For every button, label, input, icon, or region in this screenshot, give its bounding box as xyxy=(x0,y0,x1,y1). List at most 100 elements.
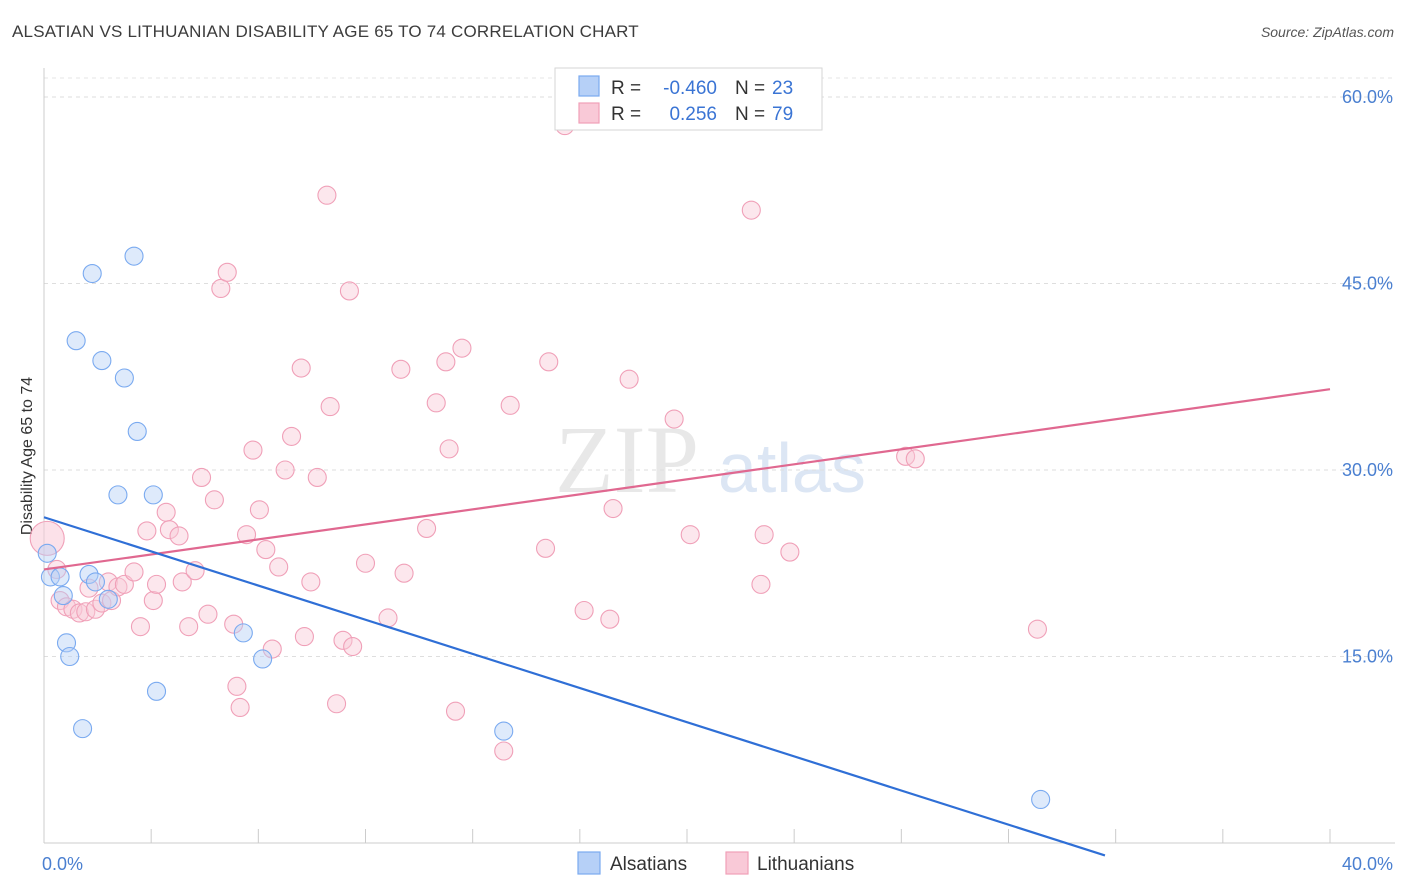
point-lithuanians-23 xyxy=(179,617,199,637)
point-lithuanians-63 xyxy=(535,538,556,558)
point-lithuanians-28 xyxy=(211,278,231,299)
point-lithuanians-42 xyxy=(294,627,314,647)
point-alsatians-5 xyxy=(60,646,80,667)
point-lithuanians-74 xyxy=(754,525,774,545)
y-tick-label-60: 60.0% xyxy=(1342,87,1393,107)
point-lithuanians-43 xyxy=(301,572,321,592)
gridlines xyxy=(44,77,1395,657)
point-lithuanians-26 xyxy=(198,604,218,624)
point-lithuanians-55 xyxy=(417,518,437,538)
point-lithuanians-35 xyxy=(249,500,269,520)
y-tick-label-45: 45.0% xyxy=(1342,274,1393,294)
watermark: ZIP atlas xyxy=(555,406,866,513)
series-alsatians-points xyxy=(37,246,1051,810)
point-lithuanians-75 xyxy=(780,542,800,562)
point-alsatians-0 xyxy=(37,543,57,563)
point-lithuanians-48 xyxy=(333,630,353,650)
point-alsatians-12 xyxy=(98,589,118,609)
y-axis-tick-labels: 15.0% 30.0% 45.0% 60.0% xyxy=(1342,87,1393,667)
point-lithuanians-0 xyxy=(29,520,65,556)
legend-swatch-lithuanians xyxy=(725,851,749,875)
stats-legend-r-value-alsatians: -0.460 xyxy=(663,78,717,99)
point-lithuanians-77 xyxy=(905,449,925,469)
point-lithuanians-32 xyxy=(230,697,250,718)
series-legend: Alsatians Lithuanians xyxy=(577,851,854,875)
stats-legend-swatch-lithuanians xyxy=(578,102,600,124)
point-alsatians-2 xyxy=(50,567,70,587)
point-lithuanians-66 xyxy=(574,600,594,621)
point-lithuanians-56 xyxy=(426,393,446,413)
point-lithuanians-53 xyxy=(391,359,411,379)
source-credit: Source: ZipAtlas.com xyxy=(1260,24,1394,40)
point-lithuanians-50 xyxy=(343,637,363,657)
point-lithuanians-29 xyxy=(217,262,237,282)
point-lithuanians-41 xyxy=(291,358,311,378)
point-lithuanians-34 xyxy=(243,440,263,460)
point-lithuanians-33 xyxy=(236,525,257,545)
point-lithuanians-60 xyxy=(452,338,472,358)
point-lithuanians-5 xyxy=(69,603,89,623)
legend-swatch-alsatians xyxy=(577,851,601,875)
point-lithuanians-45 xyxy=(317,185,337,205)
point-lithuanians-62 xyxy=(500,395,520,415)
point-lithuanians-57 xyxy=(436,352,456,372)
point-lithuanians-54 xyxy=(394,563,414,583)
point-alsatians-17 xyxy=(143,485,163,505)
y-tick-label-15: 15.0% xyxy=(1342,647,1393,667)
point-alsatians-15 xyxy=(124,246,144,266)
x-tick-label-min: 0.0% xyxy=(42,854,83,874)
point-lithuanians-21 xyxy=(169,526,189,546)
point-lithuanians-78 xyxy=(1027,619,1047,639)
point-lithuanians-17 xyxy=(143,590,163,611)
y-tick-label-30: 30.0% xyxy=(1342,460,1393,480)
point-lithuanians-68 xyxy=(603,498,623,519)
point-lithuanians-49 xyxy=(339,281,359,301)
point-lithuanians-14 xyxy=(124,562,144,582)
trend-line-alsatians xyxy=(43,516,1106,857)
point-lithuanians-15 xyxy=(130,617,150,637)
stats-legend-n-label-lithuanians: N = xyxy=(735,104,765,125)
point-lithuanians-58 xyxy=(439,439,459,459)
point-lithuanians-67 xyxy=(600,609,620,629)
legend-label-alsatians: Alsatians xyxy=(610,854,687,875)
point-alsatians-7 xyxy=(73,719,93,739)
point-lithuanians-61 xyxy=(494,741,514,761)
point-lithuanians-18 xyxy=(146,574,167,594)
point-lithuanians-40 xyxy=(282,426,302,446)
point-lithuanians-16 xyxy=(137,521,157,541)
point-lithuanians-47 xyxy=(327,694,347,714)
stats-legend-swatch-alsatians xyxy=(578,75,600,97)
y-axis-label: Disability Age 65 to 74 xyxy=(19,377,36,535)
stats-legend-n-value-lithuanians: 79 xyxy=(772,104,793,125)
point-lithuanians-37 xyxy=(262,639,282,659)
stats-legend-n-label-alsatians: N = xyxy=(735,78,765,99)
point-alsatians-3 xyxy=(53,586,73,606)
chart-title: ALSATIAN VS LITHUANIAN DISABILITY AGE 65… xyxy=(12,22,639,41)
stats-legend-n-value-alsatians: 23 xyxy=(772,78,793,99)
point-lithuanians-46 xyxy=(320,397,340,417)
point-alsatians-16 xyxy=(127,421,147,442)
point-alsatians-19 xyxy=(233,623,253,643)
point-alsatians-18 xyxy=(146,681,167,701)
stats-legend-r-label-alsatians: R = xyxy=(611,78,641,99)
point-lithuanians-69 xyxy=(619,369,639,389)
trend-line-lithuanians xyxy=(43,388,1331,571)
point-alsatians-8 xyxy=(79,564,99,584)
point-lithuanians-64 xyxy=(539,352,559,372)
point-alsatians-14 xyxy=(114,368,134,388)
stats-legend-r-value-lithuanians: 0.256 xyxy=(669,104,717,125)
point-lithuanians-38 xyxy=(269,557,289,577)
watermark-atlas: atlas xyxy=(718,429,866,507)
point-lithuanians-71 xyxy=(680,525,700,545)
point-lithuanians-51 xyxy=(355,553,376,573)
point-alsatians-13 xyxy=(108,485,128,505)
point-lithuanians-70 xyxy=(664,409,684,429)
point-lithuanians-22 xyxy=(172,572,192,592)
x-tick-label-max: 40.0% xyxy=(1342,854,1393,874)
point-lithuanians-59 xyxy=(445,701,466,721)
point-lithuanians-27 xyxy=(204,490,224,510)
stats-legend-r-label-lithuanians: R = xyxy=(611,104,641,125)
point-alsatians-22 xyxy=(1031,789,1051,810)
point-lithuanians-39 xyxy=(275,460,295,480)
